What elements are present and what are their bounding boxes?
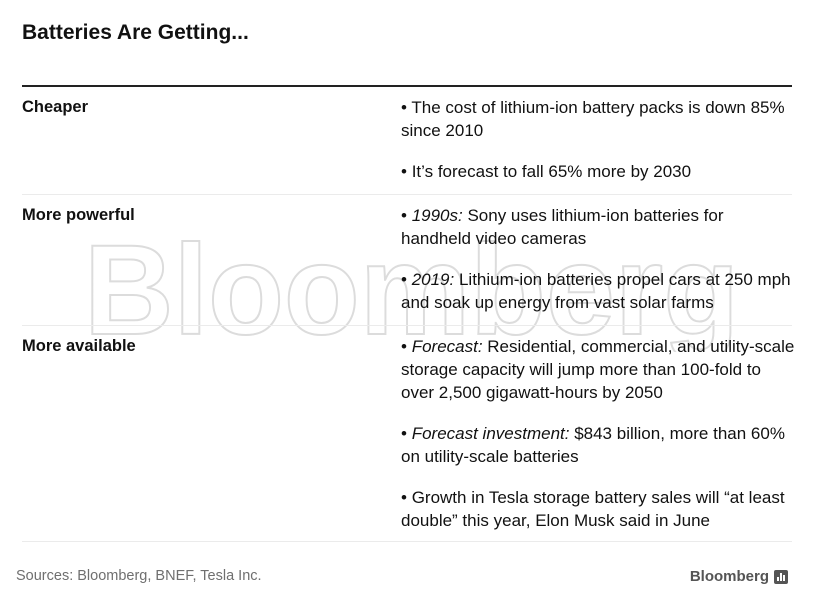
bullet-text: It’s forecast to fall 65% more by 2030 [411, 162, 692, 181]
bullet-marker: • [401, 270, 412, 289]
bullet-text: The cost of lithium-ion battery packs is… [401, 98, 785, 140]
page-title: Batteries Are Getting... [22, 21, 249, 44]
bullet-text: Residential, commercial, and utility-sca… [401, 337, 795, 402]
bullet-text: Sony uses lithium-ion batteries for hand… [401, 206, 724, 248]
bullet-lead: Forecast investment: [411, 424, 570, 443]
bullet-text: $843 billion, more than 60% on utility-s… [401, 424, 785, 466]
row-label: More available [22, 337, 136, 355]
brand-name: Bloomberg [689, 568, 769, 585]
row-label: More powerful [22, 206, 135, 224]
bullet-item: • The cost of lithium-ion battery packs … [401, 96, 796, 142]
title-rule [22, 85, 792, 87]
bullet-marker: • [401, 206, 412, 225]
bullet-lead: Forecast: [411, 337, 483, 356]
bullet-text: Growth in Tesla storage battery sales wi… [401, 488, 785, 530]
bullet-text: Lithium-ion batteries propel cars at 250… [401, 270, 791, 312]
bullet-marker: • [401, 337, 412, 356]
bullet-lead: 2019: [411, 270, 455, 289]
row-more-powerful: More powerful • 1990s: Sony uses lithium… [22, 195, 792, 326]
row-cheaper: Cheaper • The cost of lithium-ion batter… [22, 87, 792, 195]
bar-chart-icon [774, 569, 788, 584]
bullet-item: • Forecast investment: $843 billion, mor… [401, 422, 796, 468]
bullet-item: • It’s forecast to fall 65% more by 2030 [401, 160, 796, 183]
bullet-marker: • [401, 488, 412, 507]
row-more-available: More available • Forecast: Residential, … [22, 326, 794, 542]
bullet-marker: • [401, 424, 412, 443]
bullet-item: • 1990s: Sony uses lithium-ion batteries… [401, 204, 796, 250]
bullet-list: • Forecast: Residential, commercial, and… [401, 335, 796, 550]
brand-logo: Bloomberg [690, 568, 788, 585]
bullet-marker: • [401, 98, 412, 117]
bullet-item: • 2019: Lithium-ion batteries propel car… [401, 268, 796, 314]
bullet-list: • 1990s: Sony uses lithium-ion batteries… [401, 204, 796, 332]
row-label: Cheaper [22, 98, 89, 116]
bullet-lead: 1990s: [411, 206, 463, 225]
source-note: Sources: Bloomberg, BNEF, Tesla Inc. [16, 568, 262, 584]
bullet-item: • Growth in Tesla storage battery sales … [401, 486, 796, 532]
bullet-marker: • [401, 162, 412, 181]
bullet-item: • Forecast: Residential, commercial, and… [401, 335, 796, 404]
bullet-list: • The cost of lithium-ion battery packs … [401, 96, 796, 201]
